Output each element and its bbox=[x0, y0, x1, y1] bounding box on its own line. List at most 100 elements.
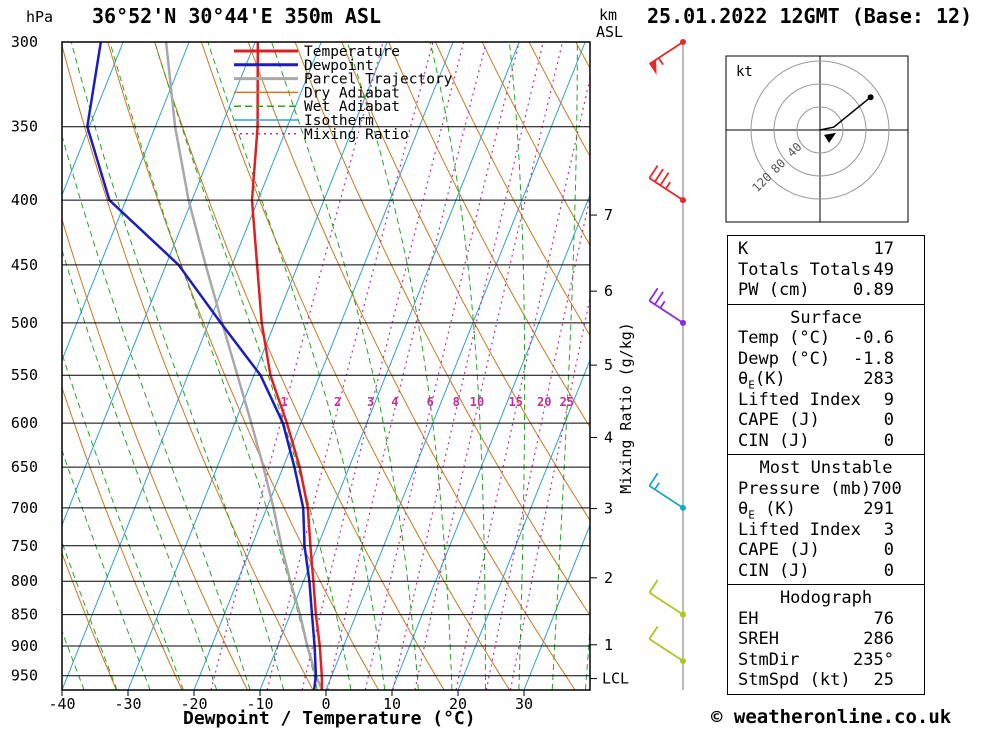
svg-text:400: 400 bbox=[11, 191, 38, 209]
hodograph-ring bbox=[773, 83, 867, 177]
hodograph-trace-end-dot bbox=[867, 94, 874, 101]
svg-text:600: 600 bbox=[11, 414, 38, 432]
isotherm-lines bbox=[62, 42, 590, 690]
table-row: CAPE (J) 0 bbox=[728, 410, 924, 431]
row-value: -0.6 bbox=[853, 328, 894, 348]
table-title-surface: Surface bbox=[790, 307, 862, 328]
svg-text:1: 1 bbox=[281, 395, 288, 409]
svg-text:950: 950 bbox=[11, 667, 38, 685]
table-row: StmSpd (kt) 25 bbox=[728, 670, 924, 691]
wet-adiabat-lines bbox=[62, 42, 590, 690]
table-row: SREH 286 bbox=[728, 629, 924, 650]
table-surface: Surface Temp (°C) -0.6 Dewp (°C) -1.8 θE(K) 28… bbox=[727, 303, 925, 455]
svg-text:3: 3 bbox=[604, 500, 613, 518]
svg-text:350: 350 bbox=[11, 118, 38, 136]
table-row: Temp (°C) -0.6 bbox=[728, 328, 924, 349]
row-value: 0 bbox=[883, 410, 894, 430]
hodograph-ring bbox=[750, 60, 890, 200]
row-value: 291 bbox=[863, 499, 894, 519]
table-row: CIN (J) 0 bbox=[728, 561, 924, 582]
svg-text:4: 4 bbox=[391, 395, 398, 409]
lcl-label: LCL bbox=[602, 670, 629, 688]
row-value: -1.8 bbox=[853, 348, 894, 369]
mixing-ratio-labels: 1 2 3 4 6 8 10 15 20 25 bbox=[281, 395, 574, 409]
svg-text:7: 7 bbox=[604, 206, 613, 224]
hodograph-border bbox=[725, 55, 909, 223]
row-label: Temp (°C) bbox=[738, 328, 831, 348]
info-tables: K 17 Totals Totals 49 PW (cm) 0.89 Surface Temp… bbox=[727, 235, 925, 695]
mixing-ratio-lines bbox=[210, 42, 590, 690]
table-row: K 17 bbox=[728, 239, 924, 260]
row-label: Dewp (°C) bbox=[738, 348, 831, 369]
row-label: PW (cm) bbox=[738, 280, 810, 300]
row-value: 0 bbox=[883, 560, 894, 581]
legend-label: Mixing Ratio bbox=[304, 127, 409, 143]
pressure-gridlines bbox=[62, 41, 590, 677]
svg-text:25: 25 bbox=[560, 395, 574, 409]
table-row: Lifted Index 3 bbox=[728, 520, 924, 541]
table-row: StmDir 235° bbox=[728, 650, 924, 671]
row-value: 286 bbox=[863, 629, 894, 649]
table-hodograph: Hodograph EH 76 SREH 286 StmDir 235° StmSpd (kt… bbox=[727, 584, 925, 695]
svg-text:2: 2 bbox=[334, 395, 341, 409]
row-label: K bbox=[738, 239, 749, 259]
svg-text:3: 3 bbox=[367, 395, 374, 409]
table-row: PW (cm) 0.89 bbox=[728, 280, 924, 301]
row-value: 76 bbox=[873, 608, 894, 629]
row-label: Lifted Index bbox=[738, 519, 861, 540]
hodograph-unit-label: kt bbox=[736, 64, 753, 80]
row-label: StmDir bbox=[738, 649, 800, 670]
table-row: Totals Totals 49 bbox=[728, 260, 924, 281]
svg-text:0: 0 bbox=[321, 695, 330, 713]
page-title: 36°52'N 30°44'E 350m ASL bbox=[92, 4, 381, 28]
plot-area bbox=[62, 42, 590, 690]
svg-text:20: 20 bbox=[449, 695, 467, 713]
legend-label: Parcel Trajectory bbox=[304, 72, 453, 88]
pressure-tick-labels: 300 350 400 450 500 550 600 650 700 750 800 850 900 9… bbox=[11, 33, 38, 685]
svg-text:-10: -10 bbox=[246, 695, 273, 713]
table-indices: K 17 Totals Totals 49 PW (cm) 0.89 bbox=[727, 235, 925, 305]
svg-text:6: 6 bbox=[604, 282, 613, 300]
svg-text:15: 15 bbox=[509, 395, 523, 409]
svg-text:650: 650 bbox=[11, 458, 38, 476]
datetime-title: 25.01.2022 12GMT (Base: 12) bbox=[647, 4, 973, 28]
pressure-axis-unit: hPa bbox=[26, 8, 54, 26]
row-label: CIN (J) bbox=[738, 430, 810, 451]
row-value: 9 bbox=[883, 389, 894, 410]
legend-label: Dewpoint bbox=[304, 58, 374, 74]
legend-label: Dry Adiabat bbox=[304, 85, 400, 101]
row-label: Pressure (mb) bbox=[738, 478, 872, 499]
row-value: 0 bbox=[883, 430, 894, 451]
temperature-tick-labels: -40 -30 -20 -10 0 10 20 30 bbox=[48, 690, 533, 713]
copyright: © weatheronline.co.uk bbox=[711, 706, 952, 728]
row-value: 0.89 bbox=[853, 280, 894, 300]
table-row: CAPE (J) 0 bbox=[728, 540, 924, 561]
row-value: 3 bbox=[883, 519, 894, 540]
row-label: CIN (J) bbox=[738, 560, 810, 581]
svg-text:5: 5 bbox=[604, 356, 613, 374]
row-label: CAPE (J) bbox=[738, 540, 820, 560]
svg-text:10: 10 bbox=[470, 395, 484, 409]
svg-text:900: 900 bbox=[11, 637, 38, 655]
wind-barb-column bbox=[648, 39, 686, 690]
svg-text:1: 1 bbox=[604, 636, 613, 654]
legend-label: Temperature bbox=[304, 44, 400, 60]
storm-motion-marker bbox=[824, 132, 837, 143]
row-value: 283 bbox=[863, 369, 894, 389]
row-label: θE (K) bbox=[738, 499, 796, 522]
table-row: Pressure (mb) 700 bbox=[728, 479, 924, 500]
svg-text:450: 450 bbox=[11, 256, 38, 274]
km-asl-ticks: 1 2 3 4 5 6 7 LCL bbox=[590, 206, 629, 688]
table-row: Lifted Index 9 bbox=[728, 390, 924, 411]
svg-text:4: 4 bbox=[604, 429, 613, 447]
hodograph-ring bbox=[796, 106, 844, 154]
row-label: θE(K) bbox=[738, 369, 786, 392]
row-label: CAPE (J) bbox=[738, 410, 820, 430]
row-value: 0 bbox=[883, 540, 894, 560]
legend-label: Isotherm bbox=[304, 113, 374, 129]
row-value: 700 bbox=[871, 478, 902, 499]
svg-text:-30: -30 bbox=[114, 695, 141, 713]
row-label: Lifted Index bbox=[738, 389, 861, 410]
